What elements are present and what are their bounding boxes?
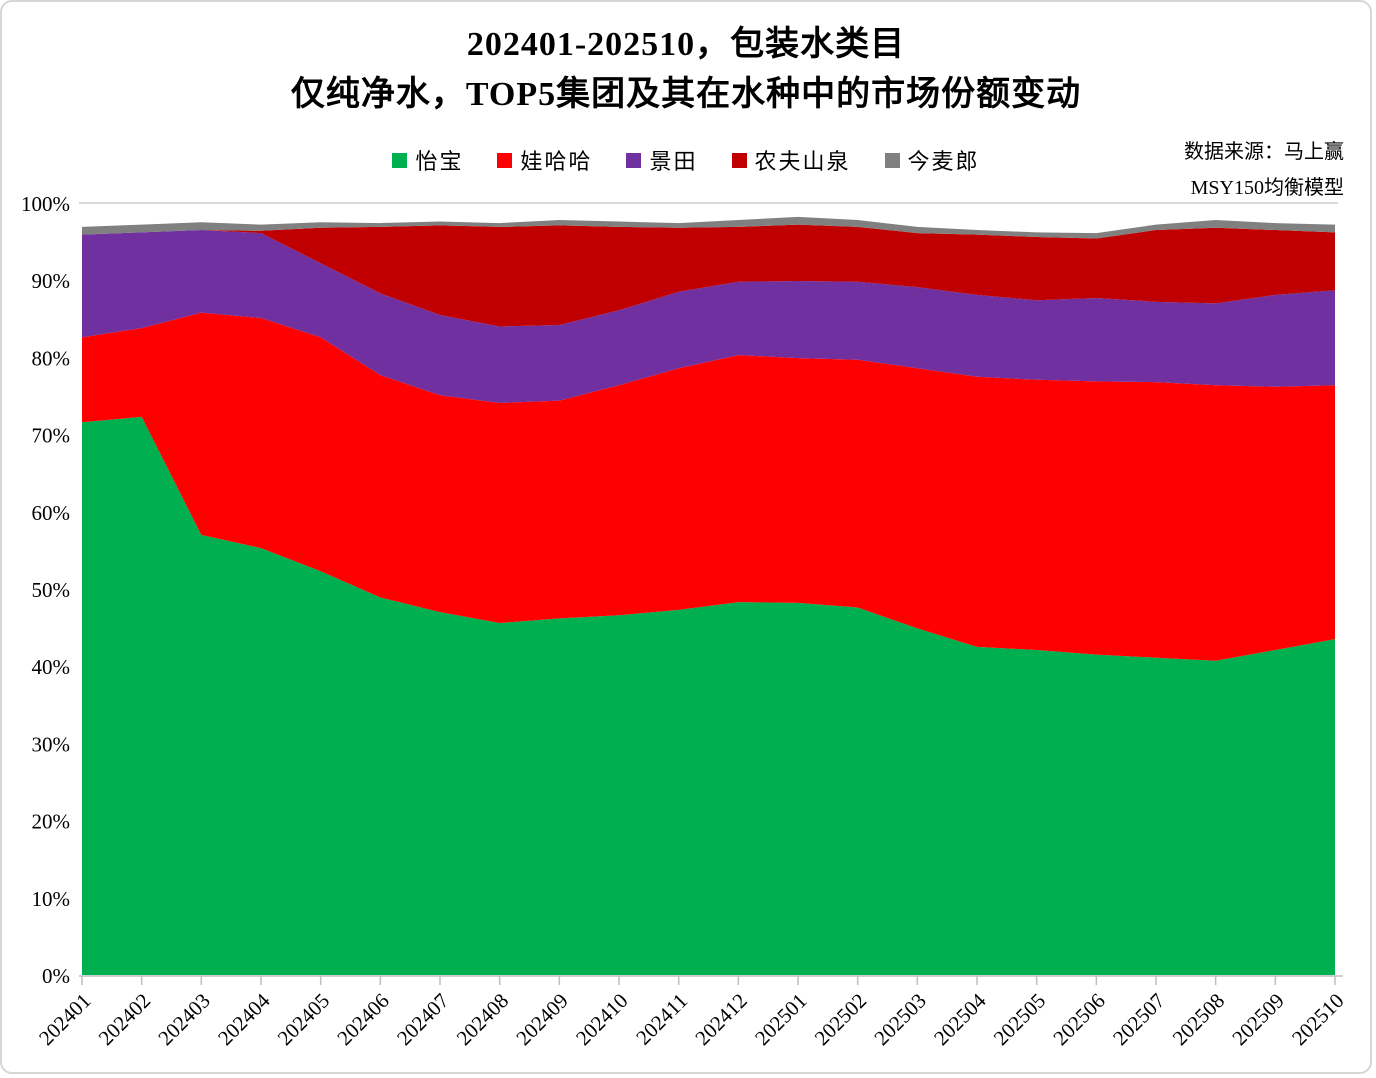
y-tick-60%: 60% <box>32 501 71 525</box>
data-source-line1: 数据来源：马上赢 <box>1184 141 1344 163</box>
x-tick-202502: 202502 <box>810 989 872 1051</box>
chart-title-line2: 仅纯净水，TOP5集团及其在水种中的市场份额变动 <box>290 76 1082 113</box>
x-tick-202507: 202507 <box>1108 989 1170 1051</box>
x-tick-202410: 202410 <box>571 989 633 1051</box>
x-tick-202406: 202406 <box>332 989 394 1051</box>
x-tick-202402: 202402 <box>94 989 156 1051</box>
y-tick-10%: 10% <box>32 887 71 911</box>
legend-swatch-yibao <box>392 152 408 168</box>
x-tick-202405: 202405 <box>273 989 335 1051</box>
legend-label-nongfu: 农夫山泉 <box>754 149 851 174</box>
x-axis-labels: 2024012024022024032024042024052024062024… <box>34 988 1349 1050</box>
x-tick-202403: 202403 <box>153 989 215 1051</box>
legend-swatch-jingtian <box>626 152 642 168</box>
data-source-note: 数据来源：马上赢 MSY150均衡模型 <box>1184 134 1344 206</box>
legend-swatch-jinmailang <box>884 152 900 168</box>
x-tick-202503: 202503 <box>869 989 931 1051</box>
legend-label-wahaha: 娃哈哈 <box>520 149 593 174</box>
area-series-1 <box>82 312 1335 661</box>
legend-swatch-nongfu <box>731 152 747 168</box>
area-series-group <box>82 216 1335 975</box>
x-tick-202401: 202401 <box>34 989 96 1051</box>
y-tick-50%: 50% <box>32 578 71 602</box>
y-tick-90%: 90% <box>32 269 71 293</box>
x-tick-202506: 202506 <box>1048 989 1110 1051</box>
x-tick-202411: 202411 <box>631 989 692 1050</box>
legend-swatch-wahaha <box>497 152 513 168</box>
x-tick-202508: 202508 <box>1168 989 1230 1051</box>
y-tick-0%: 0% <box>42 964 70 988</box>
x-tick-202404: 202404 <box>213 988 275 1050</box>
y-tick-40%: 40% <box>32 655 71 679</box>
legend-label-jingtian: 景田 <box>649 149 698 174</box>
legend-item-nongfu: 农夫山泉 <box>731 144 851 176</box>
data-source-line2: MSY150均衡模型 <box>1190 177 1344 199</box>
y-axis-labels: 0% 10% 20% 30% 40% 50% 60% 70% 80% 90% 100% <box>21 192 70 988</box>
chart-title: 202401-202510，包装水类目 仅纯净水，TOP5集团及其在水种中的市场… <box>2 20 1370 120</box>
legend-item-yibao: 怡宝 <box>392 144 463 176</box>
area-series-2 <box>82 230 1335 403</box>
y-tick-20%: 20% <box>32 810 71 834</box>
area-series-0 <box>82 416 1335 975</box>
x-tick-202504: 202504 <box>929 988 991 1050</box>
x-tick-202509: 202509 <box>1227 989 1289 1051</box>
y-tick-100%: 100% <box>21 192 70 216</box>
x-tick-202510: 202510 <box>1287 989 1349 1051</box>
x-tick-202408: 202408 <box>452 989 514 1051</box>
x-tick-202409: 202409 <box>511 989 573 1051</box>
area-series-3 <box>82 224 1335 327</box>
x-axis <box>79 975 1343 985</box>
chart-legend: 怡宝 娃哈哈 景田 农夫山泉 今麦郎 <box>2 144 1370 176</box>
x-tick-202407: 202407 <box>392 989 454 1051</box>
legend-label-jinmailang: 今麦郎 <box>907 149 980 174</box>
legend-item-jingtian: 景田 <box>626 144 697 176</box>
y-tick-30%: 30% <box>32 732 71 756</box>
y-tick-80%: 80% <box>32 346 71 370</box>
x-tick-202412: 202412 <box>690 989 752 1051</box>
x-tick-202505: 202505 <box>989 989 1051 1051</box>
chart-title-line1: 202401-202510，包装水类目 <box>466 26 906 63</box>
legend-item-wahaha: 娃哈哈 <box>497 144 592 176</box>
y-tick-70%: 70% <box>32 424 71 448</box>
x-tick-202501: 202501 <box>750 989 812 1051</box>
legend-label-yibao: 怡宝 <box>415 149 464 174</box>
legend-item-jinmailang: 今麦郎 <box>884 144 980 176</box>
area-series-4 <box>82 216 1335 239</box>
